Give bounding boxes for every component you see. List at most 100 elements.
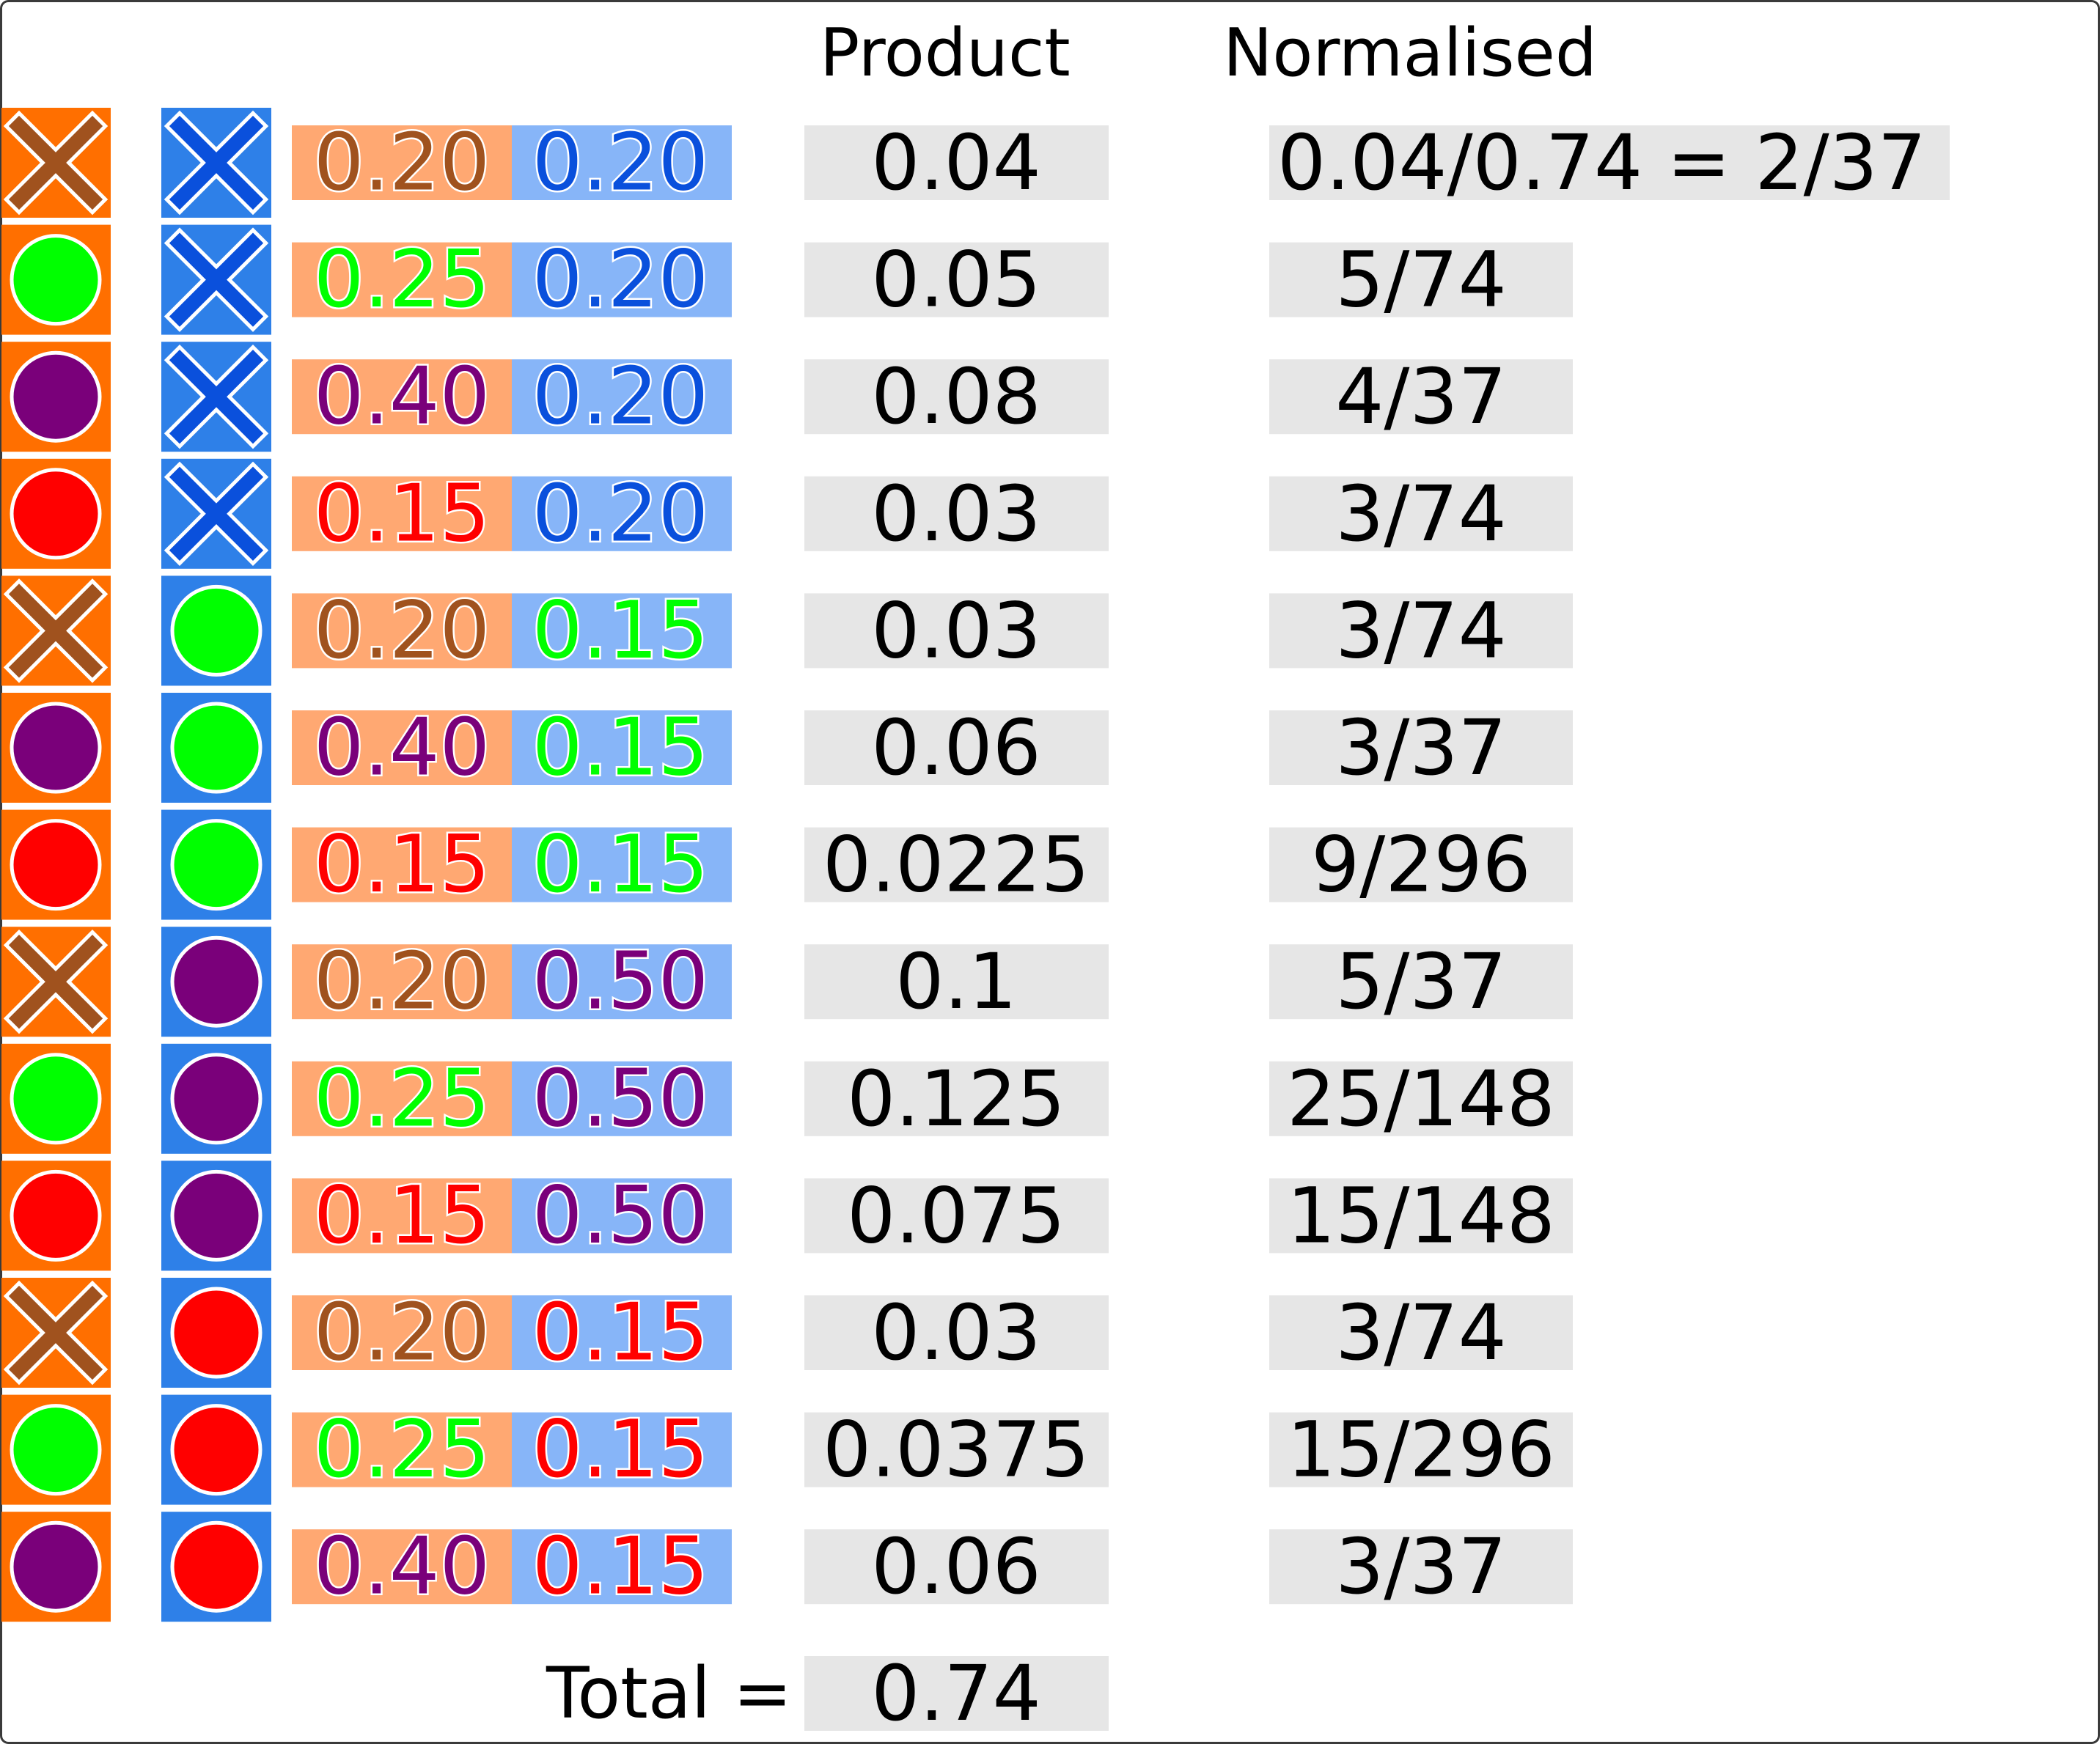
first-value-cell (292, 710, 512, 785)
table-row: 0.25 0.15 0.0375 15/296 (1, 1394, 1573, 1505)
circle-icon (170, 1287, 262, 1379)
product-cell (804, 1178, 1109, 1254)
second-value-cell (512, 944, 732, 1020)
product-cell (804, 1061, 1109, 1136)
normalised-value: 9/296 (1311, 820, 1531, 910)
table-row: 0.40 0.15 0.06 3/37 (1, 1512, 1573, 1622)
table-row: 0.15 0.50 0.075 15/148 (1, 1160, 1573, 1271)
first-value: 0.20 (314, 936, 490, 1028)
first-value: 0.25 (314, 234, 490, 325)
product-value: 0.08 (871, 352, 1041, 441)
second-value: 0.15 (532, 1521, 708, 1613)
circle-icon (10, 234, 102, 326)
table-row: 0.40 0.20 0.08 4/37 (1, 342, 1573, 452)
first-value: 0.20 (314, 1287, 490, 1379)
normalised-value: 5/37 (1335, 937, 1507, 1026)
first-value: 0.15 (314, 468, 490, 559)
cross-icon (8, 935, 103, 1029)
product-value: 0.04 (871, 118, 1041, 207)
product-value: 0.03 (871, 586, 1041, 675)
table-row: 0.20 0.20 0.04 0.04/0.74 = 2/37 (1, 108, 1950, 218)
cross-icon (169, 466, 264, 561)
circle-icon (10, 1169, 102, 1262)
second-value-cell (512, 125, 732, 200)
first-value: 0.25 (314, 1053, 490, 1144)
normalised-cell (1269, 242, 1573, 317)
table-row: 0.40 0.15 0.06 3/37 (1, 693, 1573, 803)
normalised-cell (1269, 125, 1950, 200)
product-cell (804, 476, 1109, 551)
normalised-cell (1269, 593, 1573, 669)
table-row: 0.25 0.50 0.125 25/148 (1, 1043, 1573, 1154)
product-value: 0.0375 (823, 1405, 1090, 1495)
product-value: 0.03 (871, 1288, 1041, 1377)
second-value-cell (512, 1178, 732, 1254)
product-header: Product (820, 15, 1071, 92)
cross-icon (8, 115, 103, 210)
product-value: 0.03 (871, 469, 1041, 559)
circle-icon (10, 1404, 102, 1496)
first-value-cell (292, 593, 512, 669)
cross-icon (8, 584, 103, 678)
normalised-value: 3/37 (1335, 1522, 1507, 1611)
circle-icon (170, 1169, 262, 1262)
second-value-cell (512, 827, 732, 902)
normalised-header: Normalised (1223, 15, 1598, 92)
product-cell (804, 242, 1109, 317)
circle-icon (10, 819, 102, 911)
table-row: 0.15 0.20 0.03 3/74 (1, 458, 1573, 569)
product-cell (804, 710, 1109, 785)
circle-icon (10, 1053, 102, 1145)
circle-icon (10, 702, 102, 794)
normalised-value: 3/74 (1335, 469, 1507, 559)
second-value: 0.15 (532, 1404, 708, 1495)
second-value: 0.20 (532, 117, 708, 209)
product-value: 0.05 (871, 235, 1041, 325)
table-row: 0.20 0.15 0.03 3/74 (1, 1278, 1573, 1388)
normalised-value: 0.04/0.74 = 2/37 (1277, 118, 1926, 207)
second-value: 0.50 (532, 1170, 708, 1262)
normalised-value: 4/37 (1335, 352, 1507, 441)
first-value: 0.40 (314, 1521, 490, 1613)
product-value: 0.06 (871, 703, 1041, 792)
normalised-cell (1269, 1178, 1573, 1254)
second-value: 0.20 (532, 351, 708, 443)
product-cell (804, 827, 1109, 902)
first-value: 0.15 (314, 1170, 490, 1262)
normalised-cell (1269, 1412, 1573, 1487)
second-value: 0.15 (532, 1287, 708, 1379)
circle-icon (10, 350, 102, 443)
normalised-cell (1269, 710, 1573, 785)
second-value-cell (512, 593, 732, 669)
first-value-cell (292, 359, 512, 435)
product-cell (804, 1412, 1109, 1487)
product-cell (804, 1295, 1109, 1370)
first-value-cell (292, 1061, 512, 1136)
normalised-value: 3/74 (1335, 1288, 1507, 1377)
table-row: 0.20 0.15 0.03 3/74 (1, 575, 1573, 686)
table-row: 0.25 0.20 0.05 5/74 (1, 224, 1573, 335)
normalised-cell (1269, 1061, 1573, 1136)
total-value: 0.74 (871, 1649, 1041, 1738)
normalised-cell (1269, 359, 1573, 435)
circle-icon (170, 1520, 262, 1613)
second-value-cell (512, 476, 732, 551)
cross-icon (8, 1285, 103, 1380)
normalised-value: 3/37 (1335, 703, 1507, 792)
second-value: 0.20 (532, 234, 708, 325)
product-value: 0.1 (895, 937, 1016, 1026)
circle-icon (170, 819, 262, 911)
total-label: Total = (546, 1652, 793, 1734)
product-value: 0.06 (871, 1522, 1041, 1611)
first-value-cell (292, 476, 512, 551)
table-row: 0.20 0.50 0.1 5/37 (1, 927, 1573, 1037)
product-value: 0.075 (847, 1171, 1065, 1260)
second-value: 0.50 (532, 936, 708, 1028)
first-value-cell (292, 242, 512, 317)
cross-icon (169, 350, 264, 444)
product-cell (804, 125, 1109, 200)
first-value: 0.20 (314, 585, 490, 677)
first-value-cell (292, 1178, 512, 1254)
circle-icon (170, 1053, 262, 1145)
